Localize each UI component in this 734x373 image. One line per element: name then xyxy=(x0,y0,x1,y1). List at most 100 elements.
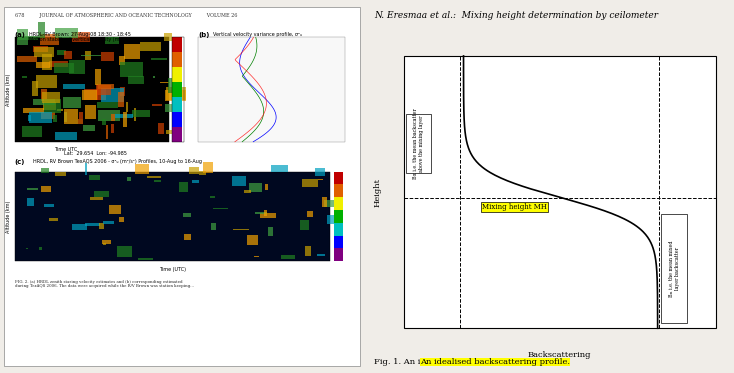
FancyBboxPatch shape xyxy=(211,223,216,230)
FancyBboxPatch shape xyxy=(405,114,432,173)
FancyBboxPatch shape xyxy=(101,88,125,102)
FancyBboxPatch shape xyxy=(81,90,97,100)
FancyBboxPatch shape xyxy=(41,186,51,191)
Text: (b): (b) xyxy=(198,32,209,38)
FancyBboxPatch shape xyxy=(232,176,247,186)
FancyBboxPatch shape xyxy=(29,112,51,123)
FancyBboxPatch shape xyxy=(65,51,72,59)
Text: Bα i.e. the mean backscatter
above the mixing layer: Bα i.e. the mean backscatter above the m… xyxy=(413,108,424,179)
FancyBboxPatch shape xyxy=(64,109,78,124)
FancyBboxPatch shape xyxy=(661,214,687,323)
FancyBboxPatch shape xyxy=(85,105,96,119)
FancyBboxPatch shape xyxy=(172,52,181,67)
FancyBboxPatch shape xyxy=(26,248,29,249)
FancyBboxPatch shape xyxy=(64,112,67,122)
FancyBboxPatch shape xyxy=(317,254,325,256)
FancyBboxPatch shape xyxy=(334,235,344,248)
FancyBboxPatch shape xyxy=(43,92,60,103)
FancyBboxPatch shape xyxy=(56,172,66,176)
FancyBboxPatch shape xyxy=(119,217,125,222)
FancyBboxPatch shape xyxy=(34,99,55,104)
FancyBboxPatch shape xyxy=(166,130,175,134)
Text: Height: Height xyxy=(374,178,382,207)
FancyBboxPatch shape xyxy=(27,188,38,189)
FancyBboxPatch shape xyxy=(44,99,61,113)
FancyBboxPatch shape xyxy=(17,29,29,45)
FancyBboxPatch shape xyxy=(137,258,153,260)
FancyBboxPatch shape xyxy=(98,110,120,120)
FancyBboxPatch shape xyxy=(334,172,344,184)
FancyBboxPatch shape xyxy=(334,184,344,197)
FancyBboxPatch shape xyxy=(302,179,318,188)
FancyBboxPatch shape xyxy=(334,210,344,223)
FancyBboxPatch shape xyxy=(172,127,181,142)
FancyBboxPatch shape xyxy=(172,37,181,52)
FancyBboxPatch shape xyxy=(73,32,90,43)
FancyBboxPatch shape xyxy=(72,224,87,230)
FancyBboxPatch shape xyxy=(213,207,228,209)
FancyBboxPatch shape xyxy=(305,246,311,256)
FancyBboxPatch shape xyxy=(62,97,81,108)
FancyBboxPatch shape xyxy=(15,37,169,142)
FancyBboxPatch shape xyxy=(318,179,323,180)
Text: HRDL, RV Brown TexAQS 2006 - σ²ᵤ (m²/s²) Profiles, 10-Aug to 16-Aug: HRDL, RV Brown TexAQS 2006 - σ²ᵤ (m²/s²)… xyxy=(33,159,202,163)
FancyBboxPatch shape xyxy=(102,119,106,125)
FancyBboxPatch shape xyxy=(120,87,125,96)
FancyBboxPatch shape xyxy=(167,87,186,100)
FancyBboxPatch shape xyxy=(147,176,161,178)
FancyBboxPatch shape xyxy=(84,88,106,100)
FancyBboxPatch shape xyxy=(127,176,131,181)
Text: Mixing height MH: Mixing height MH xyxy=(482,203,547,211)
FancyBboxPatch shape xyxy=(264,210,267,216)
Text: Time (UTC): Time (UTC) xyxy=(159,267,186,272)
Text: Backscattering: Backscattering xyxy=(528,351,592,358)
FancyBboxPatch shape xyxy=(154,179,161,182)
FancyBboxPatch shape xyxy=(15,172,330,261)
FancyBboxPatch shape xyxy=(105,37,120,44)
FancyBboxPatch shape xyxy=(54,115,57,122)
FancyBboxPatch shape xyxy=(43,204,54,207)
FancyBboxPatch shape xyxy=(164,104,173,112)
FancyBboxPatch shape xyxy=(40,34,59,45)
FancyBboxPatch shape xyxy=(139,43,161,51)
FancyBboxPatch shape xyxy=(321,197,327,207)
Text: Time UTC: Time UTC xyxy=(54,147,78,152)
FancyBboxPatch shape xyxy=(189,166,199,174)
FancyBboxPatch shape xyxy=(109,204,121,214)
FancyBboxPatch shape xyxy=(334,197,344,210)
FancyBboxPatch shape xyxy=(307,211,313,217)
Text: Motion stabilized vertical velocity (m/s): Motion stabilized vertical velocity (m/s… xyxy=(29,37,126,41)
FancyBboxPatch shape xyxy=(98,223,104,229)
FancyBboxPatch shape xyxy=(85,51,91,60)
FancyBboxPatch shape xyxy=(247,235,258,245)
FancyBboxPatch shape xyxy=(85,163,87,175)
FancyBboxPatch shape xyxy=(43,103,57,110)
FancyBboxPatch shape xyxy=(172,97,181,112)
FancyBboxPatch shape xyxy=(79,112,84,119)
FancyBboxPatch shape xyxy=(36,75,57,88)
Text: Altitude (km): Altitude (km) xyxy=(6,200,10,232)
FancyBboxPatch shape xyxy=(268,227,273,236)
FancyBboxPatch shape xyxy=(334,248,344,261)
FancyBboxPatch shape xyxy=(164,33,172,41)
FancyBboxPatch shape xyxy=(119,56,126,65)
FancyBboxPatch shape xyxy=(134,108,136,121)
FancyBboxPatch shape xyxy=(41,88,47,101)
FancyBboxPatch shape xyxy=(96,85,111,95)
Text: Bₘ i.e. the mean mixed
layer backscatter: Bₘ i.e. the mean mixed layer backscatter xyxy=(669,240,680,297)
FancyBboxPatch shape xyxy=(172,112,181,127)
FancyBboxPatch shape xyxy=(132,110,150,117)
FancyBboxPatch shape xyxy=(152,104,162,106)
FancyBboxPatch shape xyxy=(34,47,54,57)
FancyBboxPatch shape xyxy=(95,191,109,197)
Text: Lat:  29.654  Lon: -94.985: Lat: 29.654 Lon: -94.985 xyxy=(64,151,127,156)
FancyBboxPatch shape xyxy=(135,164,149,174)
FancyBboxPatch shape xyxy=(22,76,27,78)
FancyBboxPatch shape xyxy=(103,243,106,245)
FancyBboxPatch shape xyxy=(244,190,251,193)
Text: N. Eresmaa et al.:  Mixing height determination by ceilometer: N. Eresmaa et al.: Mixing height determi… xyxy=(374,11,658,20)
FancyBboxPatch shape xyxy=(85,223,100,226)
FancyBboxPatch shape xyxy=(22,126,43,138)
FancyBboxPatch shape xyxy=(98,103,117,108)
FancyBboxPatch shape xyxy=(48,61,68,68)
